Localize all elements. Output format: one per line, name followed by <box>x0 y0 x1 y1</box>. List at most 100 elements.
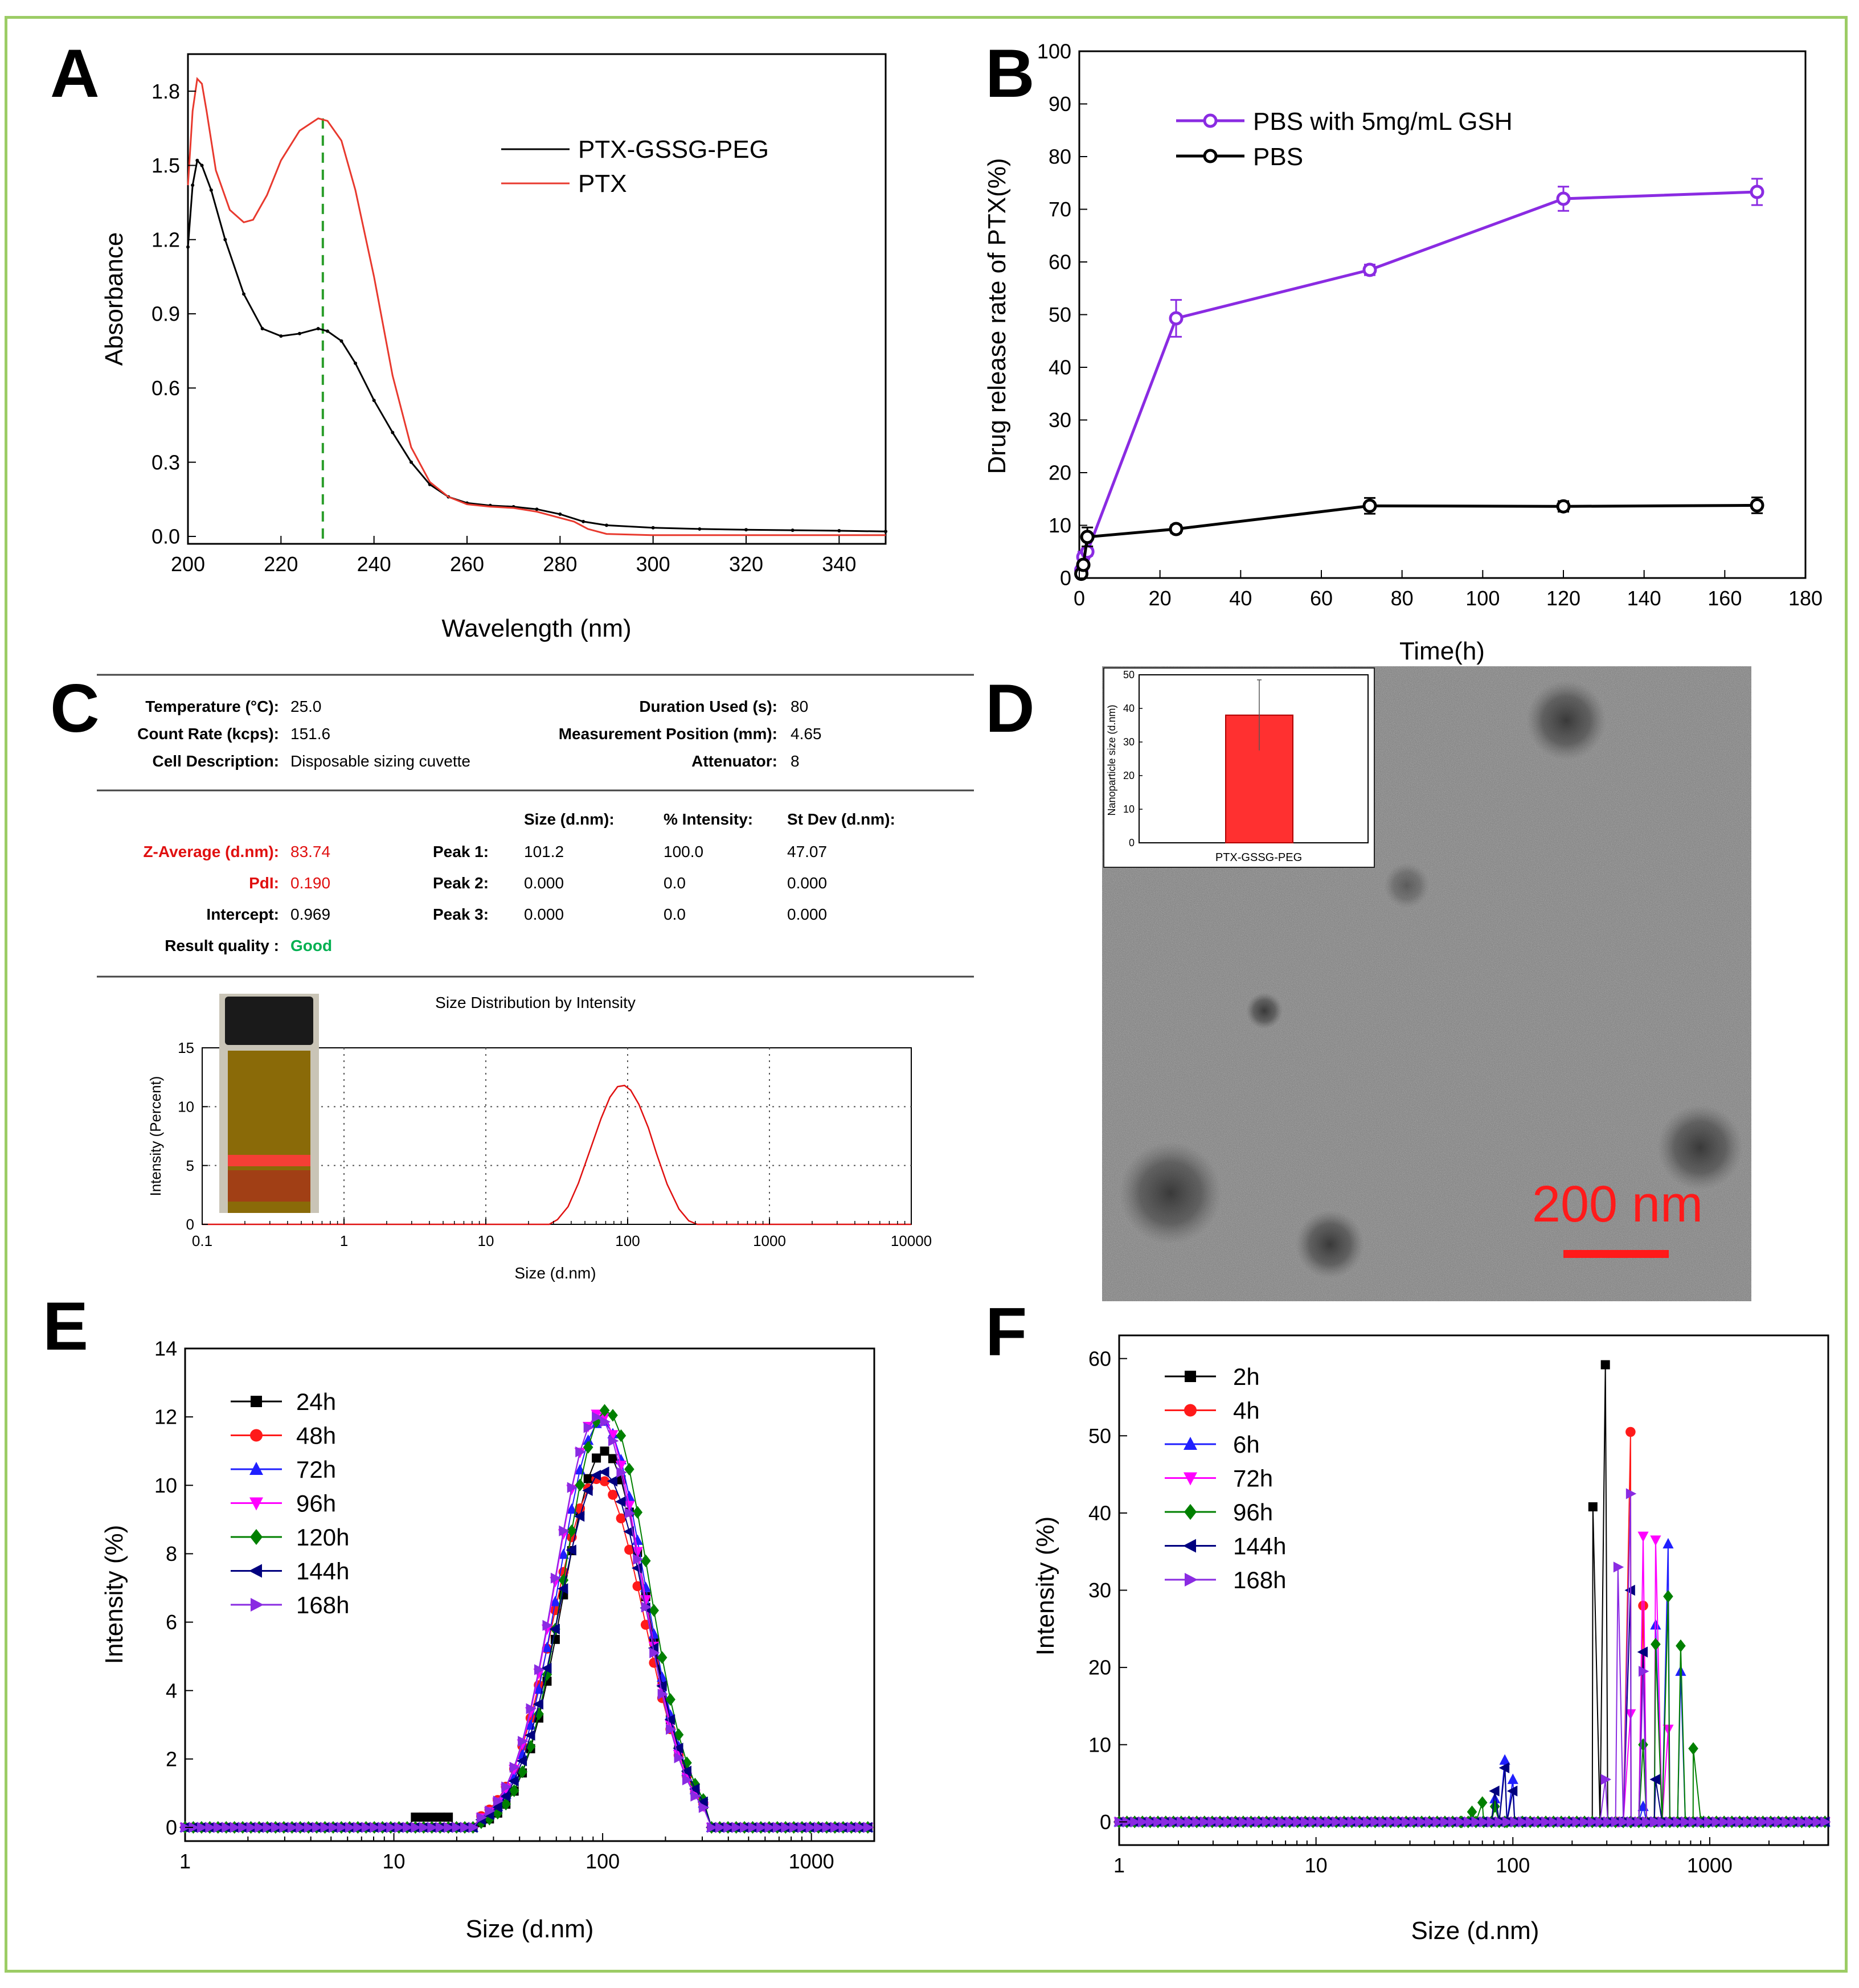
series-168h-marker <box>1386 1816 1397 1827</box>
series-168h-marker <box>1634 1816 1645 1827</box>
dls-peak2-size: 0.000 <box>524 874 564 892</box>
y-tick-label: 0.9 <box>151 302 180 326</box>
data-point <box>391 431 395 435</box>
series-144h-marker <box>664 1714 675 1725</box>
y-tick-label: 30 <box>1123 736 1135 748</box>
series-168h-marker <box>509 1761 521 1773</box>
bar <box>1225 714 1293 844</box>
x-tick-label: 100 <box>585 1850 620 1873</box>
series-168h-marker <box>855 1822 866 1833</box>
inset-ylabel: Nanoparticle size (d.nm) <box>1106 704 1117 815</box>
series-144h-marker <box>656 1680 667 1692</box>
series-120h-marker <box>575 1478 585 1491</box>
y-tick-label: 80 <box>1049 145 1071 169</box>
series-144h-line <box>1119 1590 1825 1823</box>
series-144h-marker <box>541 1662 552 1674</box>
series-168h-marker <box>189 1822 199 1833</box>
series-168h-marker <box>674 1752 685 1764</box>
series-168h-marker <box>1711 1816 1722 1827</box>
series-120h-marker <box>501 1797 511 1811</box>
y-tick-label: 0 <box>186 1216 194 1233</box>
series-120h-marker <box>649 1604 660 1617</box>
figure-frame <box>5 16 1848 1973</box>
series-168h-marker <box>781 1822 792 1833</box>
dls-col-intensity: % Intensity: <box>664 810 753 828</box>
y-tick-label: 14 <box>154 1337 177 1360</box>
series-144h-marker <box>590 1469 601 1481</box>
series-168h-marker <box>361 1822 372 1833</box>
x-tick-label: 40 <box>1229 587 1252 610</box>
series-144h-marker <box>525 1729 535 1741</box>
series-168h-marker <box>1541 1816 1552 1827</box>
x-tick-label: 60 <box>1310 587 1333 610</box>
series-168h-marker <box>657 1688 669 1700</box>
series-168h-marker <box>1394 1816 1405 1827</box>
series-168h-marker <box>1657 1816 1668 1827</box>
series-168h-marker <box>353 1822 364 1833</box>
series-168h-marker <box>1549 1816 1560 1827</box>
series-168h-marker <box>550 1572 562 1584</box>
series-72h-marker <box>541 1641 553 1653</box>
series-168h-marker <box>1789 1816 1800 1827</box>
legend-f-label: 2h <box>1233 1363 1260 1390</box>
legend-e-marker <box>251 1396 262 1407</box>
tem-scale-label: 200 nm <box>1532 1176 1703 1233</box>
data-point <box>279 334 283 338</box>
series-144h-marker <box>1624 1584 1635 1596</box>
tem-particle <box>1119 1142 1222 1244</box>
series-120h-marker <box>599 1404 610 1417</box>
legend-f-marker <box>1184 1504 1197 1520</box>
panel-f-xlabel: Size (d.nm) <box>1411 1917 1539 1945</box>
data-point <box>1750 185 1764 199</box>
data-point <box>354 361 357 365</box>
x-tick-label: 1000 <box>753 1232 786 1249</box>
inset-category-label: PTX-GSSG-PEG <box>1215 851 1302 864</box>
y-tick-label: 10 <box>1123 804 1135 815</box>
data-point <box>698 527 702 531</box>
series-168h-marker <box>1223 1816 1234 1827</box>
series-144h-marker <box>499 1790 511 1802</box>
series-168h-marker <box>1639 1666 1649 1677</box>
series-168h-marker <box>1805 1816 1816 1827</box>
legend-f-marker <box>1184 1404 1197 1417</box>
series-168h-marker <box>1199 1816 1211 1827</box>
panel-b-ylabel: Drug release rate of PTX(%) <box>983 158 1011 474</box>
x-tick-label: 0.1 <box>192 1232 212 1249</box>
y-tick-label: 15 <box>178 1039 194 1056</box>
series-168h-marker <box>1347 1816 1358 1827</box>
series-168h-marker <box>1603 1816 1614 1827</box>
series-168h-marker <box>1766 1816 1777 1827</box>
series-168h-marker <box>764 1822 775 1833</box>
panel-e-ylabel: Intensity (%) <box>100 1525 128 1665</box>
series-120h-marker <box>534 1707 544 1720</box>
series-120h-marker <box>517 1765 527 1778</box>
series-6h-line <box>1119 1544 1825 1823</box>
dls-peak2-intensity: 0.0 <box>664 874 686 892</box>
series-168h-marker <box>805 1822 817 1833</box>
dls-col-size: Size (d.nm): <box>524 810 615 828</box>
series-24h-marker <box>427 1812 437 1822</box>
panel-f-plot-area <box>1118 1334 1829 1846</box>
series-120h-marker <box>632 1506 643 1519</box>
x-tick-label: 10 <box>478 1232 494 1249</box>
data-point <box>791 528 795 532</box>
panel-a-chart: 200 220 240 260 280 300 320 340 0.0 0.3 0.6 0.9 1.2… <box>100 53 887 642</box>
legend-a-label-1: PTX-GSSG-PEG <box>578 136 769 163</box>
series-168h-marker <box>1595 1816 1606 1827</box>
legend-b-label-1: PBS with 5mg/mL GSH <box>1253 108 1513 136</box>
series-168h-line <box>1119 1493 1825 1823</box>
series-168h-marker <box>411 1822 421 1833</box>
series-168h-marker <box>238 1822 249 1833</box>
series-168h-marker <box>789 1822 800 1833</box>
panel-c-ylabel: Intensity (Percent) <box>147 1076 164 1196</box>
series-168h-marker <box>501 1781 512 1793</box>
panel-a-plot-area <box>187 53 887 545</box>
panel-b-chart: 0 20 40 60 80 100 120 140 160 180 0 10 20 30 40 50 60 70… <box>983 40 1823 665</box>
legend-b-marker-2 <box>1203 149 1218 163</box>
panel-c-xlabel: Size (d.nm) <box>514 1264 596 1282</box>
series-168h-marker <box>1184 1816 1195 1827</box>
y-tick-label: 0 <box>1060 567 1071 590</box>
series-168h-marker <box>1611 1816 1621 1827</box>
dls-peak1-intensity: 100.0 <box>664 843 703 860</box>
data-point <box>605 523 608 527</box>
